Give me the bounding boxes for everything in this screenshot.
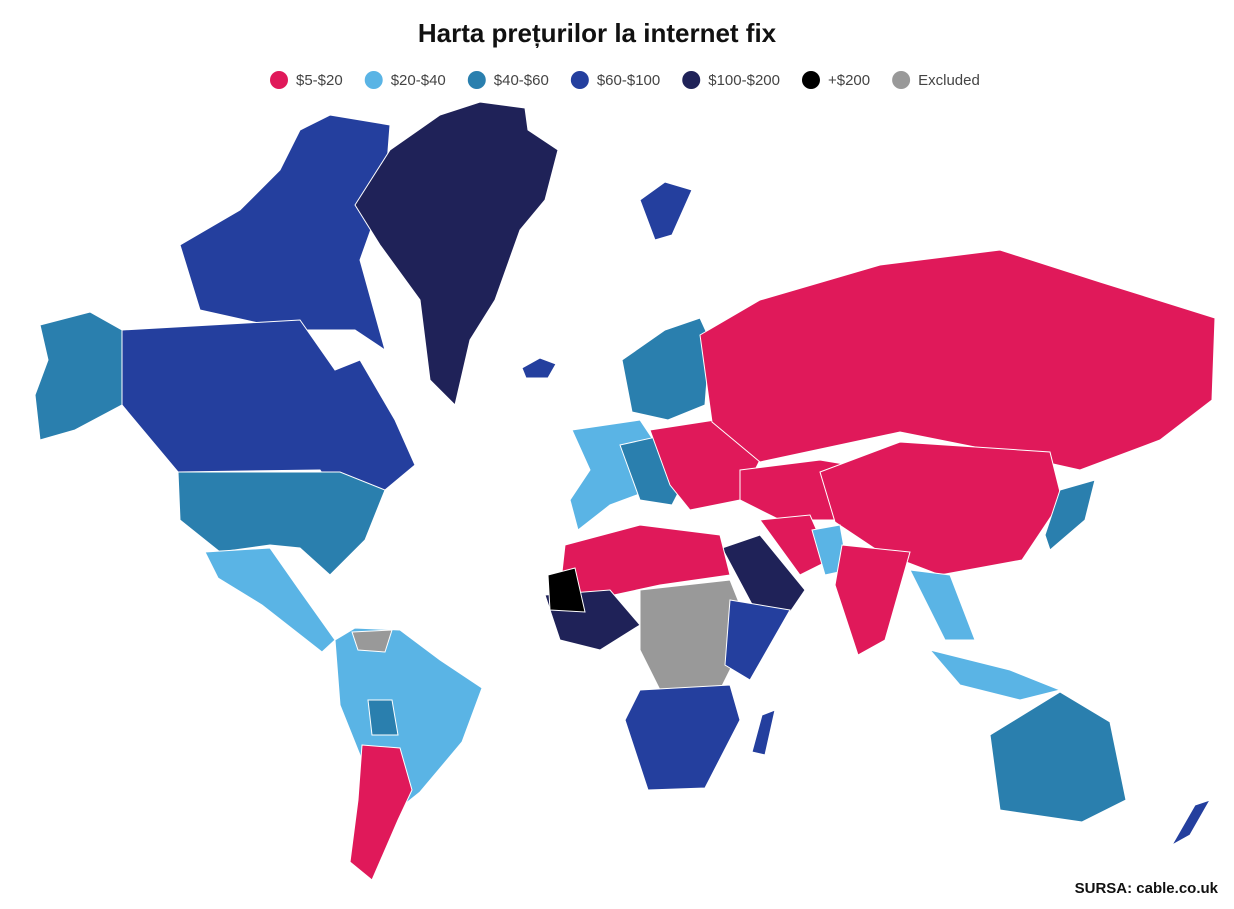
legend-label: $5-$20 bbox=[296, 72, 343, 89]
legend-label: Excluded bbox=[918, 72, 980, 89]
southeast-asia bbox=[909, 569, 976, 641]
argentina bbox=[349, 744, 413, 881]
middle-east bbox=[721, 534, 806, 613]
russia bbox=[699, 249, 1216, 471]
scandinavia bbox=[621, 317, 711, 421]
india bbox=[834, 544, 911, 656]
legend-swatch bbox=[892, 71, 911, 89]
legend-label: $20-$40 bbox=[391, 72, 446, 89]
legend-swatch bbox=[364, 71, 383, 89]
east-africa bbox=[724, 599, 791, 681]
svalbard bbox=[639, 181, 693, 241]
land bbox=[34, 101, 1216, 881]
legend: $5-$20 $20-$40 $40-$60 $60-$100 $100-$200 +$2… bbox=[270, 71, 980, 89]
legend-label: $60-$100 bbox=[597, 72, 660, 89]
legend-label: +$200 bbox=[828, 72, 870, 89]
legend-swatch bbox=[682, 71, 701, 89]
southern-africa bbox=[624, 684, 741, 791]
legend-label: $100-$200 bbox=[708, 72, 780, 89]
greenland bbox=[354, 101, 559, 406]
mauritania bbox=[547, 567, 586, 613]
indonesia bbox=[928, 649, 1062, 701]
arctic-islands bbox=[179, 114, 391, 352]
map-title: Harta prețurilor la internet fix bbox=[418, 18, 777, 48]
legend-swatch bbox=[570, 71, 589, 89]
andes-excluded bbox=[351, 629, 393, 653]
legend-label: $40-$60 bbox=[494, 72, 549, 89]
iceland bbox=[521, 357, 557, 379]
australia bbox=[989, 691, 1127, 823]
legend-swatch bbox=[270, 71, 288, 89]
legend-swatch bbox=[467, 71, 486, 89]
china bbox=[819, 441, 1063, 576]
legend-swatch bbox=[801, 71, 820, 89]
usa bbox=[177, 471, 386, 576]
bolivia bbox=[367, 699, 399, 736]
canada bbox=[121, 319, 416, 501]
central-america bbox=[204, 547, 336, 653]
japan bbox=[1044, 479, 1096, 551]
new-zealand bbox=[1170, 799, 1212, 847]
source: SURSA: cable.co.uk bbox=[1075, 880, 1219, 897]
madagascar bbox=[751, 709, 776, 756]
alaska bbox=[34, 311, 123, 441]
